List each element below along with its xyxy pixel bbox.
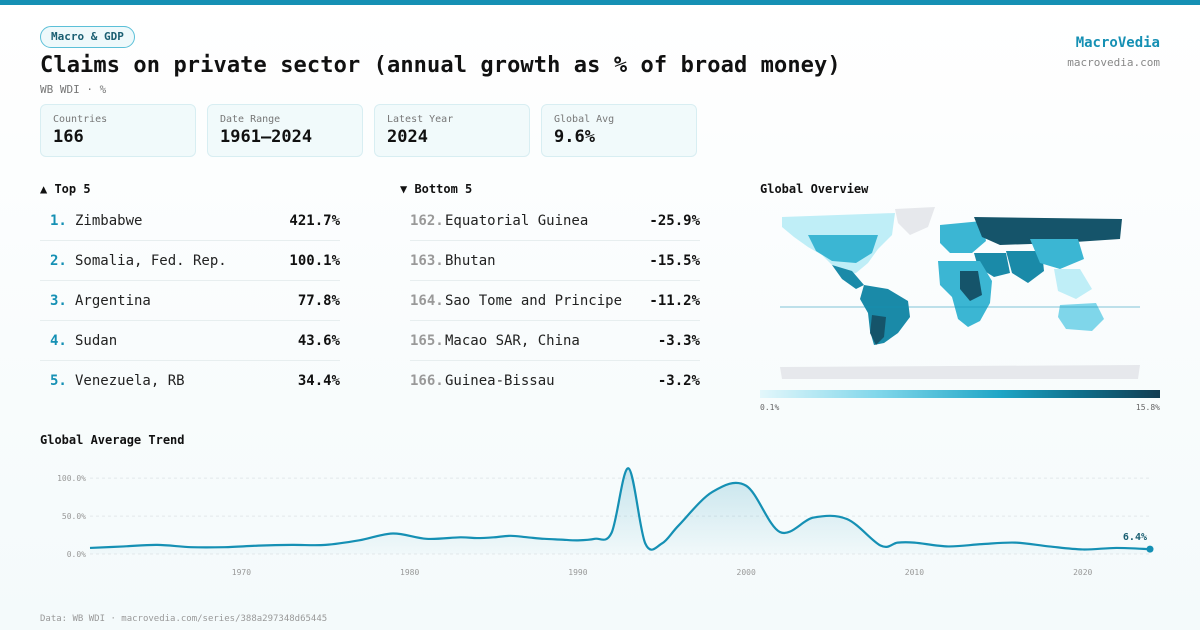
list-item[interactable]: 2. Somalia, Fed. Rep. 100.1%	[40, 241, 340, 281]
stat-card-date-range: Date Range 1961–2024	[207, 104, 363, 157]
map-region-greenland	[895, 207, 935, 235]
stat-value: 166	[53, 127, 84, 147]
country-name: Macao SAR, China	[445, 333, 580, 349]
y-tick-label: 50.0%	[62, 512, 86, 521]
y-tick-label: 0.0%	[67, 550, 86, 559]
map-region-russia	[974, 217, 1122, 245]
map-region-central-america	[832, 265, 864, 289]
map-region-australia	[1058, 303, 1104, 331]
map-region-middle-east	[974, 253, 1010, 277]
country-name: Sao Tome and Principe	[445, 293, 623, 309]
global-average-trend-chart[interactable]: 0.0% 50.0% 100.0% 1970 1980 1990 2000 2010 2020 6…	[40, 455, 1170, 585]
stat-value: 2024	[387, 127, 428, 147]
top-accent-bar	[0, 0, 1200, 5]
map-region-southeast-asia	[1054, 269, 1092, 299]
list-item[interactable]: 165. Macao SAR, China -3.3%	[410, 321, 700, 361]
rank-number: 164.	[410, 293, 444, 309]
country-value: -15.5%	[649, 253, 700, 269]
list-item[interactable]: 1. Zimbabwe 421.7%	[40, 201, 340, 241]
x-tick-label: 2010	[905, 568, 924, 577]
rank-number: 1.	[50, 213, 67, 229]
country-value: -25.9%	[649, 213, 700, 229]
rank-number: 162.	[410, 213, 444, 229]
stat-value: 1961–2024	[220, 127, 313, 147]
map-region-china	[1030, 239, 1084, 269]
last-value-label: 6.4%	[1123, 532, 1147, 543]
map-region-europe	[940, 221, 986, 253]
country-value: 77.8%	[297, 293, 340, 309]
map-region-south-america	[860, 285, 910, 345]
map-region-central-africa	[960, 271, 982, 301]
data-source-footer[interactable]: Data: WB WDI · macrovedia.com/series/388…	[40, 614, 328, 624]
stat-label: Date Range	[220, 114, 281, 125]
list-item[interactable]: 3. Argentina 77.8%	[40, 281, 340, 321]
trend-line	[89, 467, 1151, 551]
stat-card-global-avg: Global Avg 9.6%	[541, 104, 697, 157]
country-name: Somalia, Fed. Rep.	[75, 253, 227, 269]
stat-card-countries: Countries 166	[40, 104, 196, 157]
list-item[interactable]: 4. Sudan 43.6%	[40, 321, 340, 361]
list-item[interactable]: 163. Bhutan -15.5%	[410, 241, 700, 281]
stat-label: Countries	[53, 114, 108, 125]
map-region-antarctica	[780, 365, 1140, 379]
list-item[interactable]: 162. Equatorial Guinea -25.9%	[410, 201, 700, 241]
list-item[interactable]: 5. Venezuela, RB 34.4%	[40, 361, 340, 401]
country-value: -3.2%	[657, 373, 700, 389]
top5-heading: ▲ Top 5	[40, 182, 91, 196]
country-name: Equatorial Guinea	[445, 213, 589, 229]
page-title: Claims on private sector (annual growth …	[40, 53, 841, 78]
country-name: Sudan	[75, 333, 118, 349]
stat-label: Global Avg	[554, 114, 615, 125]
list-item[interactable]: 166. Guinea-Bissau -3.2%	[410, 361, 700, 401]
x-tick-label: 1990	[568, 568, 587, 577]
x-tick-label: 1970	[232, 568, 251, 577]
list-item[interactable]: 164. Sao Tome and Principe -11.2%	[410, 281, 700, 321]
rank-number: 163.	[410, 253, 444, 269]
trend-heading: Global Average Trend	[40, 433, 185, 447]
legend-min-label: 0.1%	[760, 403, 780, 412]
map-heading: Global Overview	[760, 182, 869, 196]
country-value: 34.4%	[297, 373, 340, 389]
page-subtitle: WB WDI · %	[40, 83, 107, 96]
country-value: 100.1%	[289, 253, 340, 269]
legend-max-label: 15.8%	[1135, 403, 1160, 412]
rank-number: 2.	[50, 253, 67, 269]
country-name: Guinea-Bissau	[445, 373, 555, 389]
country-name: Zimbabwe	[75, 213, 143, 229]
x-tick-label: 1980	[400, 568, 419, 577]
category-tag[interactable]: Macro & GDP	[40, 26, 135, 48]
map-region-argentina	[870, 315, 886, 345]
world-choropleth-map[interactable]	[760, 205, 1160, 385]
stat-value: 9.6%	[554, 127, 595, 147]
brand-logo[interactable]: MacroVedia	[1075, 35, 1160, 51]
country-name: Bhutan	[445, 253, 496, 269]
country-value: -11.2%	[649, 293, 700, 309]
country-value: 43.6%	[297, 333, 340, 349]
trend-area	[90, 468, 1150, 554]
country-name: Argentina	[75, 293, 151, 309]
last-point-marker	[1146, 545, 1154, 553]
y-tick-label: 100.0%	[57, 474, 86, 483]
map-region-usa	[808, 235, 878, 263]
rank-number: 4.	[50, 333, 67, 349]
map-legend-gradient	[760, 390, 1160, 398]
brand-url[interactable]: macrovedia.com	[1067, 56, 1160, 69]
x-tick-label: 2000	[737, 568, 756, 577]
bottom5-heading: ▼ Bottom 5	[400, 182, 473, 196]
x-tick-label: 2020	[1073, 568, 1092, 577]
country-value: -3.3%	[657, 333, 700, 349]
bottom5-list: 162. Equatorial Guinea -25.9% 163. Bhuta…	[410, 201, 700, 401]
map-region-south-asia	[1006, 251, 1044, 283]
top5-list: 1. Zimbabwe 421.7% 2. Somalia, Fed. Rep.…	[40, 201, 340, 401]
country-value: 421.7%	[289, 213, 340, 229]
rank-number: 3.	[50, 293, 67, 309]
stat-card-latest-year: Latest Year 2024	[374, 104, 530, 157]
rank-number: 5.	[50, 373, 67, 389]
stat-label: Latest Year	[387, 114, 454, 125]
country-name: Venezuela, RB	[75, 373, 185, 389]
rank-number: 166.	[410, 373, 444, 389]
rank-number: 165.	[410, 333, 444, 349]
